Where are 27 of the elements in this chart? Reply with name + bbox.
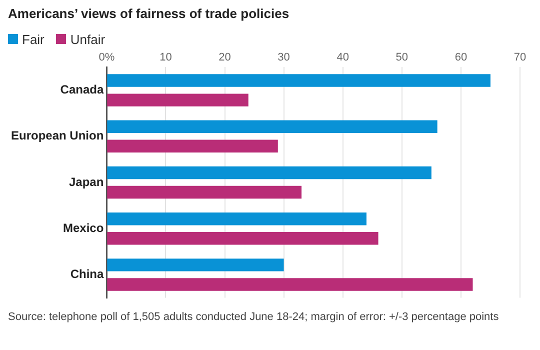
- x-tick-label: 10: [160, 52, 172, 64]
- y-tick-label: European Union: [10, 128, 104, 143]
- bar: [107, 258, 284, 272]
- x-tick-label: 50: [396, 52, 408, 64]
- legend-label: Fair: [21, 32, 44, 47]
- bar: [107, 74, 490, 87]
- x-tick-label: 70: [514, 52, 526, 64]
- x-tick-label: 30: [278, 52, 290, 64]
- bar: [107, 140, 278, 153]
- y-tick-label: Canada: [60, 82, 104, 97]
- bar: [107, 278, 473, 291]
- bar: [107, 166, 432, 180]
- bar: [107, 94, 248, 106]
- bar: [107, 212, 366, 226]
- y-tick-label: China: [70, 267, 104, 282]
- x-tick-label: 60: [454, 52, 468, 64]
- bar: [107, 120, 438, 133]
- source-note: Source: telephone poll of 1,505 adults conducted June 18-24; margin of error: +/-3 percentage points: [8, 310, 500, 325]
- y-tick-label: Japan: [68, 174, 104, 189]
- legend-label: Unfair: [69, 32, 106, 47]
- x-tick-label: 0%: [98, 52, 115, 64]
- bar: [107, 232, 378, 245]
- chart-title: Americans’ views of fairness of trade policies: [8, 6, 290, 21]
- x-tick-label: 40: [336, 52, 349, 64]
- x-tick-label: 20: [218, 52, 231, 64]
- y-tick-label: Mexico: [62, 220, 104, 235]
- bar: [107, 186, 302, 199]
